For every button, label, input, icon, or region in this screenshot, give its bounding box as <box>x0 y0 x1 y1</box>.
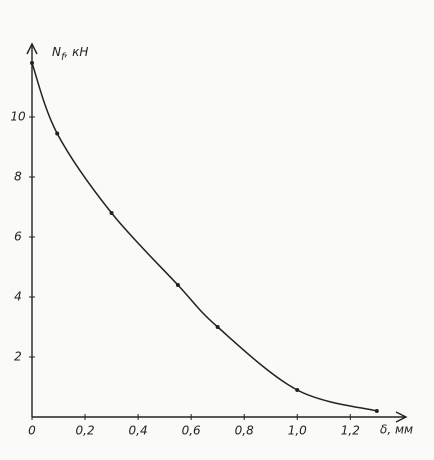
y-axis-label: Nf, кН <box>52 45 88 64</box>
point <box>55 131 60 136</box>
x-tick-label: 0,4 <box>129 424 148 438</box>
y-tick-label: 4 <box>14 290 22 304</box>
point <box>374 409 379 413</box>
x-tick-label: 0,8 <box>235 424 254 438</box>
y-label-main: N <box>52 45 61 59</box>
x-arrow <box>395 411 408 423</box>
y-label-sub: f <box>61 52 66 63</box>
x-tick-label: 1,2 <box>341 424 360 438</box>
point <box>30 61 34 65</box>
point <box>295 388 300 392</box>
y-tick-label: 2 <box>14 350 22 364</box>
y-tick-label: 8 <box>14 170 22 184</box>
point <box>215 325 220 329</box>
y-tick-label: 10 <box>10 110 26 124</box>
point <box>175 283 180 287</box>
point <box>109 211 114 215</box>
x-tick-label: 0,2 <box>76 424 95 438</box>
x-tick-label: 1,0 <box>288 424 307 438</box>
x-tick-label: 0 <box>28 424 36 438</box>
y-label-unit: , кН <box>65 45 89 59</box>
x-axis-label: δ, мм <box>380 423 413 437</box>
y-tick-label: 6 <box>14 230 22 244</box>
x-tick-label: 0,6 <box>182 424 201 438</box>
curve <box>31 62 378 412</box>
y-arrow <box>26 42 38 55</box>
